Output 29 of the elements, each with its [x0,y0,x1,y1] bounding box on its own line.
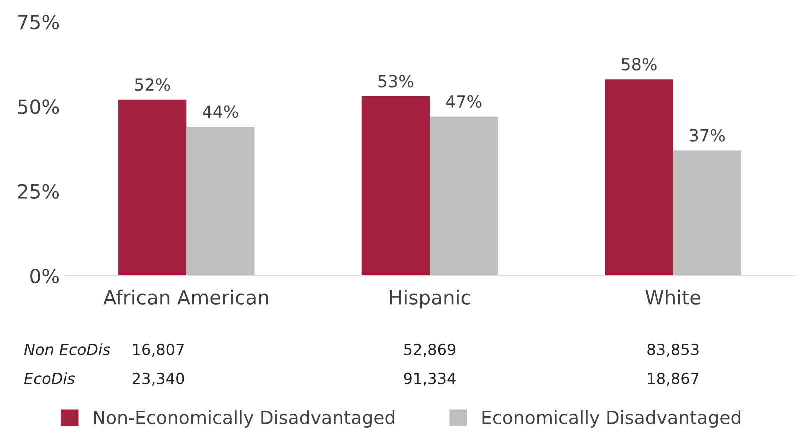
text: 91,334 [404,372,456,386]
bar [362,96,430,276]
data-label: 44% [203,106,238,118]
text: Non EcoDis [24,344,110,356]
data-label: 52% [135,78,170,92]
y-tick-label: 0% [30,268,60,284]
bar [605,80,674,276]
text: 52,869 [404,344,456,357]
x-tick-label: Hispanic [390,290,470,309]
bar [673,150,742,276]
data-label: 58% [622,58,657,71]
x-tick-label: African American [104,290,268,305]
text: 18,867 [648,372,699,386]
text: 23,340 [132,372,184,386]
data-label: 47% [446,95,482,108]
y-tick-label: 50% [18,100,60,114]
x-tick-label: White [646,290,701,305]
data-label: 37% [690,129,725,142]
text: EcoDis [24,372,76,384]
text: 16,807 [133,344,184,357]
legend-label: Non-Economically Disadvantaged [94,410,395,428]
y-tick-label: 25% [18,184,60,199]
bar [430,116,498,276]
text: 83,853 [648,344,699,357]
bar [118,100,187,276]
y-tick-label: 75% [18,14,60,30]
data-label: 53% [378,75,414,88]
bar [186,126,255,276]
legend-label: Economically Disadvantaged [482,410,741,428]
